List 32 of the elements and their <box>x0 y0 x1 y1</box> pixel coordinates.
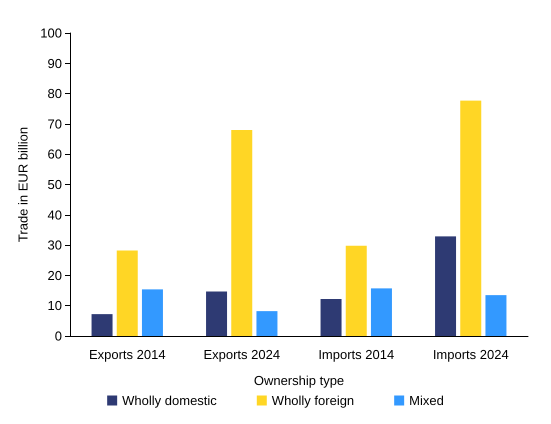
bar <box>346 246 367 336</box>
y-tick-label: 0 <box>54 328 62 344</box>
y-tick-label: 40 <box>48 207 62 222</box>
y-tick-label: 90 <box>48 56 62 71</box>
bar <box>231 130 252 336</box>
x-tick-label: Exports 2024 <box>203 347 280 362</box>
y-tick-label: 80 <box>48 86 62 102</box>
bar <box>485 295 506 336</box>
y-tick-label: 20 <box>48 268 62 283</box>
legend-label: Wholly domestic <box>122 393 218 408</box>
bar <box>370 288 392 336</box>
x-tick-label: Imports 2024 <box>432 347 509 362</box>
y-tick-label: 10 <box>48 298 62 314</box>
legend-label: Mixed <box>409 393 444 408</box>
bar <box>206 291 228 336</box>
bar <box>142 289 163 336</box>
x-axis-title: Ownership type <box>254 373 344 388</box>
x-tick-label: Imports 2014 <box>318 347 394 362</box>
y-axis-title: Trade in EUR billion <box>15 126 30 242</box>
bar <box>116 250 138 336</box>
y-tick-label: 60 <box>48 146 62 162</box>
bar <box>460 100 482 336</box>
y-tick-label: 50 <box>48 177 62 192</box>
x-tick-label: Exports 2014 <box>88 347 166 362</box>
bar <box>435 236 456 336</box>
bar <box>320 299 342 336</box>
y-tick-label: 100 <box>40 26 62 40</box>
bar <box>92 314 113 336</box>
y-tick-label: 30 <box>48 238 62 253</box>
bar <box>256 311 278 336</box>
legend-label: Wholly foreign <box>272 393 354 408</box>
y-tick-label: 70 <box>48 116 62 132</box>
